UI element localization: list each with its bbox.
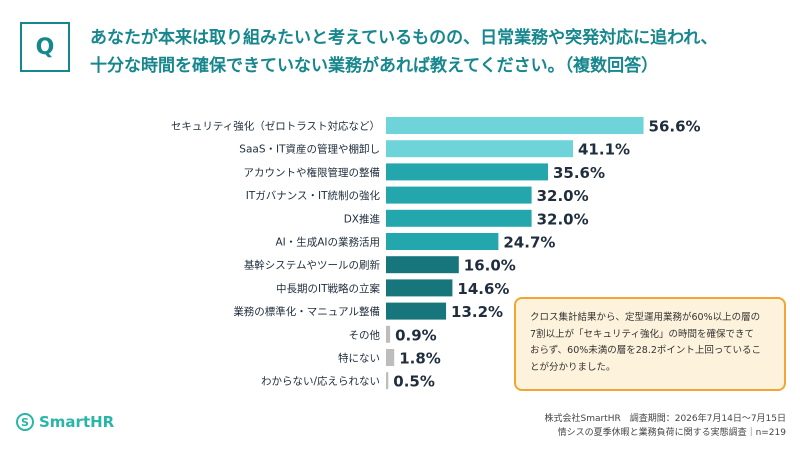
bar [386,209,532,227]
question-line-2: 十分な時間を確保できていない業務があれば教えてください。（複数回答） [90,56,659,77]
value-label: 35.6% [553,164,605,182]
bar [386,349,395,366]
question-line-1: あなたが本来は取り組みたいと考えているものの、日常業務や突発対応に追われ、 [90,28,718,48]
footer-line-1: 株式会社SmartHR 調査期間：2026年7月14日〜7月15日 [544,414,786,424]
bar [386,233,499,250]
footer-line-2: 情シスの夏季休暇と業務負荷に関する実態調査｜n=219 [557,428,786,439]
category-label: セキュリティ強化（ゼロトラスト対応など） [171,120,380,133]
bar [386,302,447,320]
value-label: 1.8% [399,350,441,368]
category-label: 中長期のIT戦略の立案 [276,282,381,295]
value-label: 32.0% [537,187,589,205]
logo-text: SmartHR [39,413,115,431]
category-label: 特にない [338,353,380,365]
question-title: あなたが本来は取り組みたいと考えているものの、日常業務や突発対応に追われ、 十分… [90,24,790,80]
note-line-3: おらず、60%未満の層を28.2ポイント上回っているこ [530,345,761,357]
smarthr-logo: S SmartHR [16,413,114,431]
bar [386,186,532,204]
bar [386,325,391,343]
value-label: 16.0% [464,257,516,275]
category-label: DX推進 [344,212,381,225]
value-label: 24.7% [503,234,555,252]
value-label: 14.6% [457,280,509,298]
note-line-1: クロス集計結果から、定型運用業務が60%以上の層の [530,312,761,323]
note-line-2: 7割以上が「セキュリティ強化」の時間を確保できて [530,328,754,340]
category-label: ITガバナンス・IT統制の強化 [246,189,381,202]
category-label: 業務の標準化・マニュアル整備 [233,305,380,318]
category-label: わからない/応えられない [261,375,380,388]
bar [386,279,453,297]
bar [386,163,548,181]
value-label: 32.0% [537,210,589,228]
value-label: 41.1% [578,141,630,159]
category-label: SaaS・IT資産の管理や棚卸し [239,143,380,156]
value-label: 0.9% [395,326,437,344]
bar [386,140,574,158]
bar [386,117,644,134]
note-line-4: とが分かりました。 [530,361,616,373]
value-label: 13.2% [451,303,503,321]
category-label: アカウントや権限管理の整備 [244,166,381,179]
smarthr-logo-icon: S [16,413,34,431]
value-label: 0.5% [393,373,435,391]
analysis-note: クロス集計結果から、定型運用業務が60%以上の層の 7割以上が「セキュリティ強化… [514,297,786,391]
category-label: その他 [349,328,381,341]
question-badge: Q [20,22,70,72]
survey-footer: 株式会社SmartHR 調査期間：2026年7月14日〜7月15日 情シスの夏季… [544,412,786,441]
category-label: AI・生成AIの業務活用 [275,236,380,249]
category-label: 基幹システムやツールの刷新 [244,259,381,272]
bar [386,372,389,390]
value-label: 56.6% [649,118,701,136]
bar [386,256,459,274]
